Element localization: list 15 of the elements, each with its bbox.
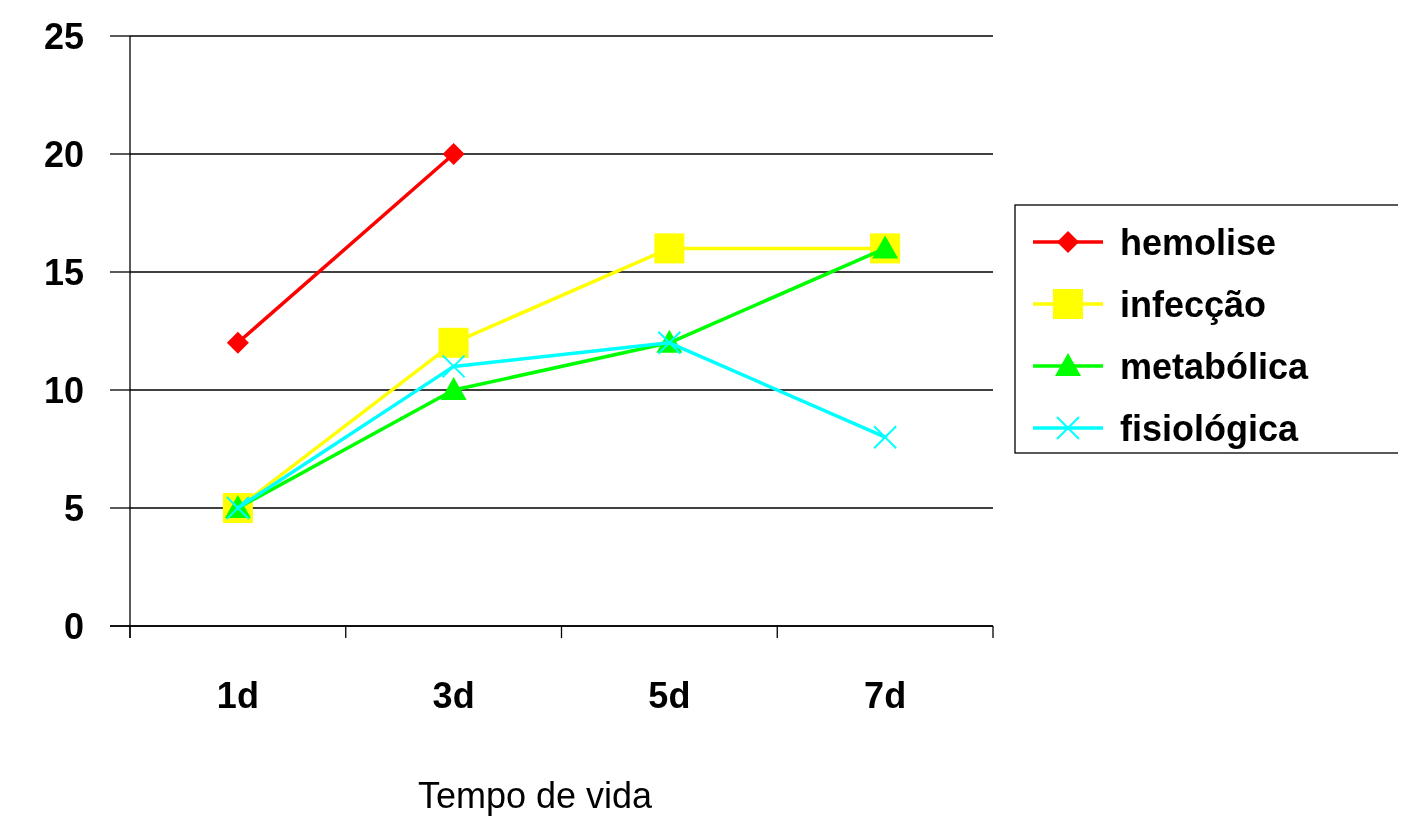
x-tick-label: 1d	[216, 675, 259, 716]
legend-label: metabólica	[1120, 345, 1310, 387]
legend-label: fisiológica	[1120, 407, 1300, 449]
legend-label: hemolise	[1120, 221, 1277, 263]
x-tick-label: 3d	[432, 675, 475, 716]
x-axis-title: Tempo de vida	[417, 775, 654, 816]
y-tick-label: 0	[63, 605, 84, 647]
x-tick-label: 7d	[864, 675, 907, 716]
y-tick-label: 20	[43, 133, 84, 175]
y-tick-label: 15	[43, 251, 84, 293]
y-tick-label: 25	[43, 15, 84, 57]
y-tick-label: 5	[63, 487, 84, 529]
legend-label: infecção	[1120, 283, 1267, 325]
x-tick-label: 5d	[648, 675, 691, 716]
y-tick-label: 10	[43, 369, 84, 411]
